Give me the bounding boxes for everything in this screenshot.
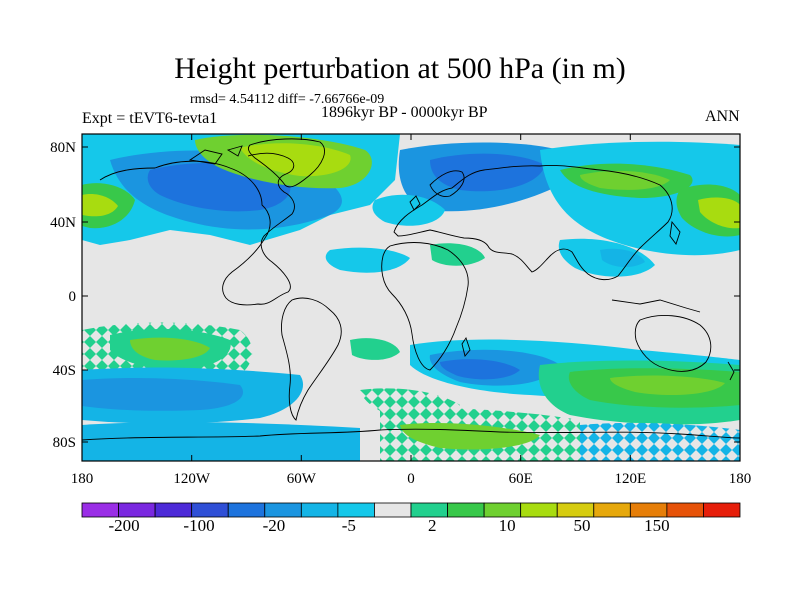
colorbar-box [337, 502, 375, 518]
contour-region [82, 377, 244, 411]
contour-region [325, 247, 410, 273]
colorbar-label: -20 [263, 516, 286, 535]
colorbar-box [703, 502, 741, 518]
lat-label: 0 [69, 289, 77, 305]
colorbar-box [264, 502, 302, 518]
colorbar-label: 2 [428, 516, 437, 535]
contour-region [372, 194, 445, 226]
colorbar-box [227, 502, 266, 518]
coastlines [82, 138, 740, 441]
lat-label: 40N [50, 215, 76, 231]
colorbar-box [118, 502, 156, 518]
colorbar-box [154, 502, 193, 518]
colorbar-box [593, 502, 631, 518]
lon-label: 180 [71, 471, 94, 487]
lat-labels: 80N 40N 0 40S 80S [50, 140, 76, 451]
colorbar-box [374, 502, 412, 518]
colorbar-box [410, 502, 448, 518]
lat-label: 40S [53, 363, 76, 379]
lat-ticks [82, 146, 740, 443]
coastline-newzealand [727, 361, 735, 381]
contour-region [430, 243, 485, 266]
contour-region [82, 422, 360, 461]
colorbar-label: 150 [644, 516, 670, 535]
colorbar [81, 502, 741, 518]
coastline-africa [381, 242, 469, 371]
contour-region [350, 338, 400, 360]
coastline-eurasia [393, 165, 673, 281]
colorbar-box [300, 502, 339, 518]
coastline-canada-arctic [188, 145, 243, 165]
coastline-south-america [281, 297, 342, 421]
colorbar-label: 10 [499, 516, 516, 535]
period-label: 1896kyr BP - 0000kyr BP [321, 104, 488, 121]
coastline-britain [409, 195, 421, 211]
contour-region [130, 337, 210, 361]
coastline-antarctica [82, 428, 740, 441]
colorbar-box [447, 502, 485, 518]
colorbar-labels: -200 -100 -20 -5 2 10 50 150 [109, 516, 670, 535]
contour-field [82, 134, 740, 461]
colorbar-box [483, 502, 522, 518]
stats-label: rmsd= 4.54112 diff= -7.66766e-09 [190, 92, 385, 107]
coastline-greenland [247, 138, 325, 188]
contour-region [580, 422, 740, 461]
colorbar-box [666, 502, 704, 518]
colorbar-box [556, 502, 595, 518]
lon-label: 60W [287, 471, 317, 487]
lon-labels: 180 120W 60W 0 60E 120E 180 [71, 471, 752, 487]
coastline-alaska [99, 167, 156, 181]
contour-region [440, 359, 520, 380]
lon-label: 120E [614, 471, 646, 487]
season-label: ANN [705, 108, 740, 125]
colorbar-label: -100 [183, 516, 214, 535]
colorbar-box [81, 502, 119, 518]
contour-region [698, 197, 740, 229]
coastline-scandinavia [429, 170, 465, 197]
colorbar-label: 50 [574, 516, 591, 535]
colorbar-box [191, 502, 229, 518]
experiment-label: Expt = tEVT6-tevta1 [82, 110, 218, 127]
contour-region [610, 375, 725, 395]
colorbar-label: -200 [109, 516, 140, 535]
colorbar-box [520, 502, 558, 518]
coastline-australia [634, 315, 712, 372]
coastline-japan [669, 220, 681, 245]
colorbar-label: -5 [342, 516, 356, 535]
contour-region [430, 153, 545, 192]
coastline-indonesia [611, 299, 701, 313]
lat-label: 80N [50, 140, 76, 156]
lon-label: 180 [729, 471, 752, 487]
lon-ticks [81, 134, 741, 461]
colorbar-box [629, 502, 668, 518]
map-title: Height perturbation at 500 hPa (in m) [174, 52, 626, 85]
lon-label: 60E [509, 471, 533, 487]
lat-label: 80S [53, 435, 76, 451]
coastline-madagascar [461, 336, 471, 357]
contour-region [600, 248, 645, 268]
contour-region [82, 194, 118, 217]
lon-label: 0 [407, 471, 415, 487]
contour-region [580, 170, 670, 190]
lon-label: 120W [173, 471, 211, 487]
